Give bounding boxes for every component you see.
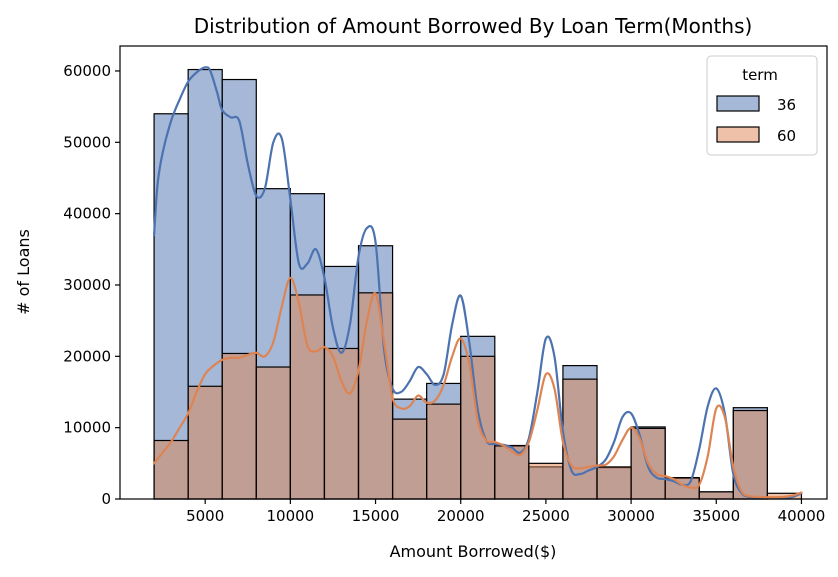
- x-tick-label: 20000: [437, 507, 485, 525]
- bar-term-60-bin-8: [426, 403, 462, 500]
- bar-term-60-bin-0: [153, 439, 189, 500]
- x-tick-label: 25000: [522, 507, 570, 525]
- x-tick-label: 30000: [607, 507, 655, 525]
- bar-term-60-bin-5: [323, 347, 360, 500]
- bar-term-60-bin-12: [562, 378, 598, 500]
- x-tick-label: 10000: [267, 507, 315, 525]
- legend-label-36: 36: [777, 96, 796, 114]
- x-tick-label: 40000: [778, 507, 826, 525]
- legend-title: term: [742, 66, 778, 84]
- y-tick-label: 10000: [63, 419, 111, 437]
- x-tick-label: 35000: [692, 507, 740, 525]
- y-axis-label: # of Loans: [14, 229, 33, 315]
- plot-frame: [119, 45, 828, 500]
- legend-swatch-60: [716, 126, 760, 143]
- x-axis-ticks: 5000 10000 15000 20000 25000 30000 35000 40000: [186, 499, 825, 525]
- histogram-bars: [153, 68, 803, 500]
- y-axis-ticks: 0 10000 20000 30000 40000 50000 60000: [63, 62, 120, 508]
- bar-term-60-bin-2: [221, 352, 257, 500]
- y-tick-label: 20000: [63, 347, 111, 365]
- bar-term-36-bin-0: [153, 113, 189, 500]
- bar-term-60-bin-10: [494, 444, 530, 500]
- bar-term-60-bin-6: [357, 292, 394, 500]
- kde-line-term-36: [152, 66, 803, 500]
- bar-term-60-bin-3: [255, 366, 291, 500]
- legend: term 36 60: [706, 55, 818, 156]
- y-tick-label: 50000: [63, 133, 111, 151]
- kde-lines: [152, 66, 803, 500]
- legend-label-60: 60: [777, 127, 796, 145]
- x-tick-label: 15000: [352, 507, 400, 525]
- bar-term-60-bin-11: [528, 462, 564, 500]
- kde-line-term-60: [152, 276, 803, 499]
- y-tick-label: 60000: [63, 62, 111, 80]
- x-tick-label: 5000: [186, 507, 224, 525]
- bar-term-60-bin-4: [289, 294, 326, 500]
- legend-swatch-36: [716, 95, 760, 112]
- y-tick-label: 0: [101, 490, 111, 508]
- bar-term-60-bin-13: [596, 466, 632, 500]
- bar-term-60-bin-9: [460, 355, 496, 500]
- bar-term-60-bin-16: [698, 491, 734, 500]
- x-axis-label: Amount Borrowed($): [390, 542, 557, 561]
- y-tick-label: 40000: [63, 205, 111, 223]
- chart-title: Distribution of Amount Borrowed By Loan …: [194, 14, 753, 38]
- y-tick-label: 30000: [63, 276, 111, 294]
- bar-term-60-bin-7: [391, 418, 428, 500]
- bar-term-60-bin-1: [187, 385, 223, 500]
